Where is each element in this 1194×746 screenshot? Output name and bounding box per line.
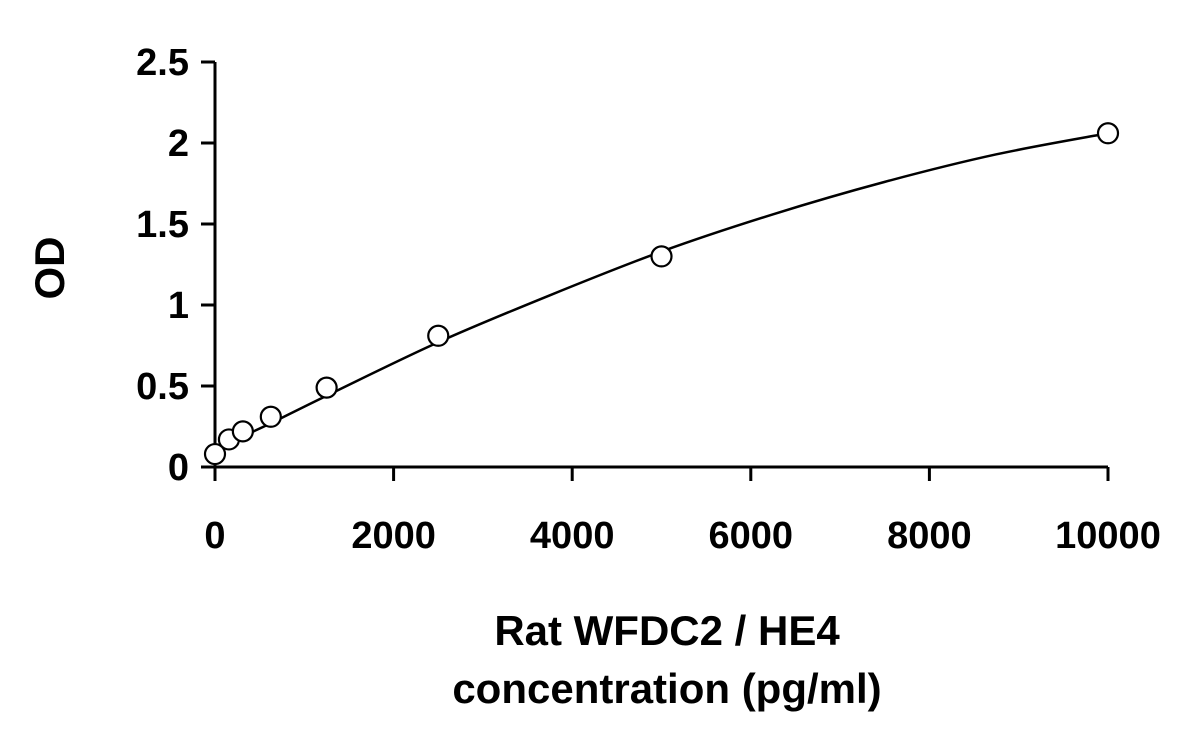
- data-points: [203, 122, 1120, 466]
- y-tick-label: 2: [168, 123, 189, 165]
- x-tick-label: 6000: [709, 515, 794, 557]
- data-point: [231, 420, 254, 443]
- x-axis-ticks: 0 2000 4000 6000 8000 10000: [204, 467, 1161, 557]
- data-point: [650, 245, 673, 268]
- x-axis-title-line-2: concentration (pg/ml): [452, 665, 881, 712]
- fit-curve-line: [214, 132, 1109, 451]
- data-point: [259, 405, 282, 428]
- y-tick-label: 1: [168, 285, 189, 327]
- data-point: [203, 442, 227, 466]
- y-tick-label: 2.5: [136, 42, 189, 84]
- data-point: [315, 376, 338, 399]
- data-point: [1096, 122, 1120, 145]
- x-tick-label: 0: [204, 515, 225, 557]
- x-tick-label: 8000: [887, 515, 972, 557]
- y-axis-ticks: 0 0.5 1 1.5 2 2.5: [136, 42, 215, 489]
- data-point: [427, 324, 450, 347]
- x-tick-label: 10000: [1055, 515, 1161, 557]
- y-tick-label: 1.5: [136, 204, 189, 246]
- x-axis-title-line-1: Rat WFDC2 / HE4: [494, 607, 840, 654]
- x-tick-label: 2000: [351, 515, 436, 557]
- y-axis-title: OD: [26, 237, 73, 300]
- y-tick-label: 0.5: [136, 366, 189, 408]
- y-tick-label: 0: [168, 447, 189, 489]
- x-tick-label: 4000: [530, 515, 615, 557]
